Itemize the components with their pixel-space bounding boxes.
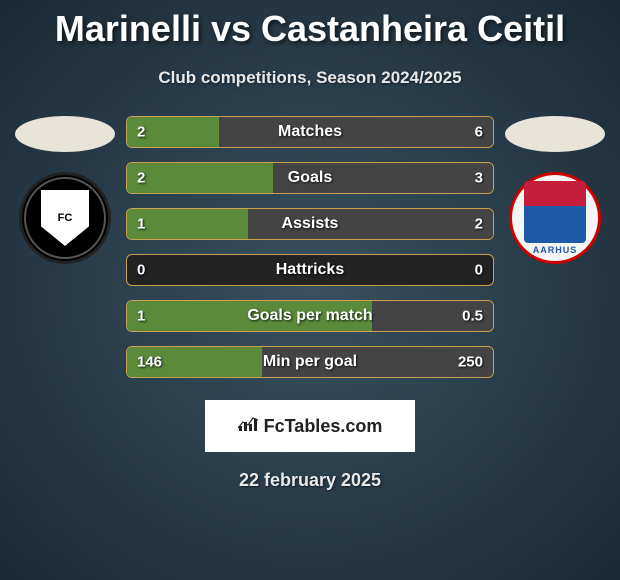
page-title: Marinelli vs Castanheira Ceitil (0, 0, 620, 50)
stat-value-right: 3 (475, 170, 483, 187)
content-area: FC Matches26Goals23Assists12Hattricks00G… (0, 116, 620, 392)
left-club-badge: FC (19, 172, 111, 264)
stat-row: Min per goal146 250 (126, 346, 494, 378)
stat-value-left: 2 (137, 124, 145, 141)
branding-badge[interactable]: FcTables.com (205, 400, 415, 452)
stat-value-right: 6 (475, 124, 483, 141)
stat-label: Assists (127, 215, 493, 233)
stat-value-right: 250 (458, 354, 483, 371)
stat-value-left: 146 (137, 354, 162, 371)
stat-label: Matches (127, 123, 493, 141)
left-side: FC (10, 116, 120, 264)
shield-icon: FC (41, 190, 89, 246)
right-club-badge: AARHUS (509, 172, 601, 264)
stats-bars: Matches26Goals23Assists12Hattricks00Goal… (120, 116, 500, 392)
stat-label: Min per goal (127, 353, 493, 371)
stat-label: Goals per match (127, 307, 493, 325)
stat-value-left: 2 (137, 170, 145, 187)
stat-row: Goals2 3 (126, 162, 494, 194)
stat-label: Hattricks (127, 261, 493, 279)
date-text: 22 february 2025 (0, 470, 620, 491)
stat-row: Assists1 2 (126, 208, 494, 240)
stat-value-left: 1 (137, 308, 145, 325)
branding-text: FcTables.com (264, 416, 383, 437)
stat-row: Hattricks0 0 (126, 254, 494, 286)
stat-label: Goals (127, 169, 493, 187)
stat-value-right: 0 (475, 262, 483, 279)
stat-row: Matches2 6 (126, 116, 494, 148)
crest-icon (524, 181, 586, 243)
chart-icon (238, 416, 258, 437)
stat-row: Goals per match1 0.5 (126, 300, 494, 332)
right-side: AARHUS (500, 116, 610, 264)
right-player-placeholder (505, 116, 605, 152)
right-club-text: AARHUS (533, 245, 578, 255)
page-subtitle: Club competitions, Season 2024/2025 (0, 68, 620, 88)
left-player-placeholder (15, 116, 115, 152)
stat-value-right: 2 (475, 216, 483, 233)
stat-value-left: 0 (137, 262, 145, 279)
stat-value-left: 1 (137, 216, 145, 233)
stat-value-right: 0.5 (462, 308, 483, 325)
